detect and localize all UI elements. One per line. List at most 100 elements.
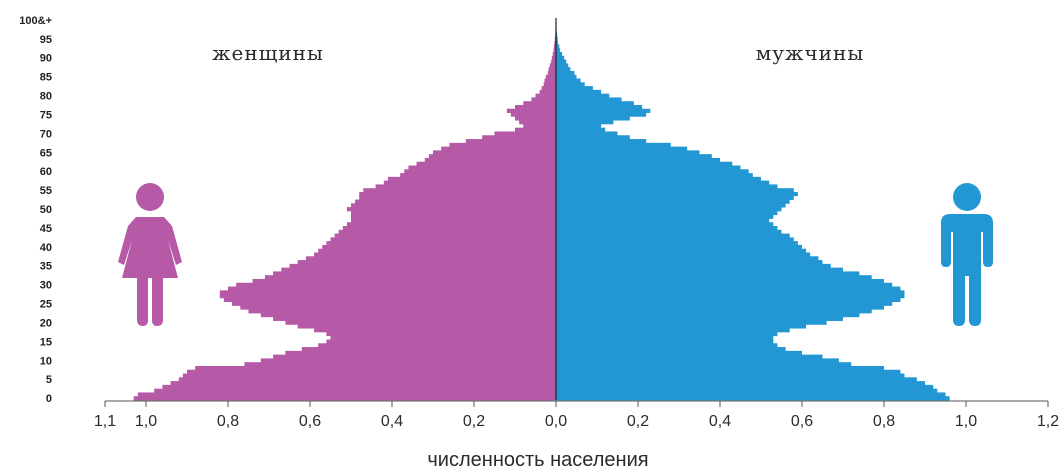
x-tick-label: 0,6	[791, 413, 813, 430]
female-bar-age-4	[170, 381, 556, 386]
female-bar-age-82	[541, 86, 556, 91]
male-bar-age-74	[556, 116, 630, 121]
x-axis-ticks: 1,1 1,0 0,8 0,6 0,4 0,2 0,0 0,2 0,4 0,6 0,8 1,0 1,2	[94, 401, 1059, 430]
male-bar-age-18	[556, 328, 790, 333]
male-bar-age-23	[556, 309, 872, 314]
male-bar-age-6	[556, 373, 905, 378]
female-bar-age-18	[314, 328, 556, 333]
female-bar-age-72	[523, 123, 556, 129]
female-bar-age-83	[543, 82, 556, 87]
male-bar-age-7	[556, 369, 901, 374]
female-bar-age-71	[515, 127, 556, 132]
male-bar-age-28	[556, 290, 905, 295]
male-bar-age-5	[556, 377, 917, 382]
male-bar-age-76	[556, 108, 651, 113]
male-bar-age-9	[556, 362, 852, 367]
female-bar-age-87	[548, 67, 556, 72]
female-bar-age-90	[551, 55, 556, 61]
male-bar-age-35	[556, 263, 831, 269]
male-bar-age-29	[556, 286, 901, 291]
female-bar-age-68	[465, 139, 556, 144]
x-tick-label: 1,0	[135, 413, 157, 430]
male-bar-age-69	[556, 135, 630, 140]
female-bar-age-35	[289, 263, 556, 269]
male-figure-icon	[941, 183, 993, 326]
x-tick-label: 1,1	[94, 413, 116, 430]
female-bar-age-69	[482, 135, 556, 140]
male-bar-age-71	[556, 127, 606, 132]
male-bar-age-51	[556, 203, 786, 208]
male-bar-age-87	[556, 67, 571, 72]
male-bar-age-81	[556, 89, 602, 95]
male-bar-age-77	[556, 104, 643, 110]
male-bar-age-44	[556, 229, 782, 234]
male-bar-age-16	[556, 335, 774, 340]
x-axis-title: численность населения	[427, 449, 648, 471]
y-tick-label: 15	[40, 336, 52, 348]
male-bar-age-8	[556, 365, 884, 371]
y-tick-label: 25	[40, 299, 52, 311]
female-bar-age-79	[531, 97, 556, 102]
female-bar-age-61	[408, 165, 556, 170]
male-bar-age-19	[556, 324, 807, 329]
female-bar-age-60	[404, 169, 556, 174]
male-bar-age-12	[556, 350, 802, 356]
female-bar-age-26	[223, 297, 556, 303]
male-bar-age-93	[556, 44, 560, 49]
female-bar-age-22	[260, 313, 556, 318]
female-bar-age-36	[297, 260, 556, 265]
male-bar-age-90	[556, 55, 565, 61]
y-tick-label: 90	[40, 53, 52, 65]
male-bar-age-24	[556, 305, 884, 310]
female-bar-age-3	[162, 384, 556, 390]
female-bar-age-8	[195, 365, 556, 371]
male-bar-age-85	[556, 74, 577, 79]
female-bar-age-30	[236, 282, 556, 287]
male-bar-age-38	[556, 252, 811, 257]
male-bar-age-42	[556, 237, 794, 242]
male-bar-age-84	[556, 78, 581, 83]
female-bar-age-38	[314, 252, 556, 257]
y-tick-label: 10	[40, 355, 52, 367]
male-bar-age-40	[556, 244, 802, 250]
male-bar-age-89	[556, 59, 567, 64]
female-bar-age-39	[318, 248, 556, 253]
female-bar-age-85	[545, 74, 556, 79]
x-tick-label: 0,2	[463, 413, 485, 430]
male-bar-age-58	[556, 176, 761, 182]
female-bar-age-53	[359, 195, 556, 200]
male-bar-age-27	[556, 294, 905, 299]
male-bar-age-62	[556, 161, 733, 166]
male-bar-age-17	[556, 331, 778, 337]
x-tick-label: 0,8	[873, 413, 895, 430]
male-bar-age-39	[556, 248, 807, 253]
female-bar-age-73	[519, 120, 556, 125]
male-bar-age-96	[556, 33, 558, 38]
male-bar-age-11	[556, 354, 823, 359]
female-bar-age-54	[359, 191, 556, 197]
female-bar-age-88	[549, 63, 556, 68]
female-figure-icon	[118, 183, 182, 326]
female-bar-age-91	[552, 52, 556, 57]
y-tick-label: 70	[40, 128, 52, 140]
male-bar-age-48	[556, 214, 774, 219]
male-bar-age-55	[556, 188, 794, 193]
female-bar-age-94	[554, 40, 556, 45]
male-bar-age-4	[556, 381, 925, 386]
y-tick-label: 20	[40, 317, 52, 329]
male-bar-age-56	[556, 184, 778, 189]
male-bar-age-57	[556, 180, 770, 185]
female-bar-age-13	[301, 347, 556, 352]
male-bar-age-45	[556, 226, 778, 231]
female-bar-age-65	[433, 150, 556, 155]
female-bar-age-57	[383, 180, 556, 185]
male-bar-age-64	[556, 154, 712, 159]
female-bar-age-42	[330, 237, 556, 242]
female-bar-age-1	[137, 392, 557, 397]
female-bar-age-11	[273, 354, 556, 359]
male-bar-age-3	[556, 384, 934, 390]
female-bar-age-19	[297, 324, 556, 329]
male-bar-age-26	[556, 297, 901, 303]
male-bar-age-61	[556, 165, 741, 170]
female-bar-age-64	[428, 154, 556, 159]
